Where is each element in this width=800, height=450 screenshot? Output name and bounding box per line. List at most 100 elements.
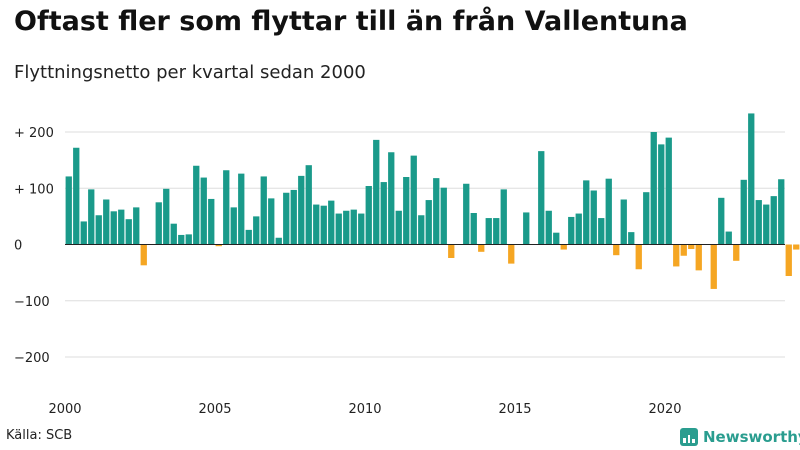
bar bbox=[688, 244, 695, 249]
bar bbox=[650, 132, 657, 245]
bar bbox=[605, 178, 612, 245]
chart-subtitle: Flyttningsnetto per kvartal sedan 2000 bbox=[14, 62, 366, 83]
bar bbox=[245, 229, 252, 245]
y-tick-label: + 100 bbox=[14, 182, 54, 197]
bar bbox=[215, 244, 222, 247]
bar bbox=[73, 147, 80, 245]
bar bbox=[170, 223, 177, 245]
bar bbox=[395, 210, 402, 245]
x-tick-label: 2015 bbox=[498, 402, 531, 417]
bar bbox=[223, 170, 230, 245]
bar bbox=[785, 244, 792, 276]
bar bbox=[433, 178, 440, 245]
bar bbox=[298, 175, 305, 245]
bar bbox=[418, 215, 425, 245]
y-tick-label: −200 bbox=[14, 351, 50, 366]
bar bbox=[763, 204, 770, 245]
bar-chart-icon bbox=[680, 428, 698, 446]
bar bbox=[335, 213, 342, 245]
bar bbox=[718, 197, 725, 245]
x-tick-label: 2000 bbox=[48, 402, 81, 417]
bar bbox=[230, 207, 237, 245]
bar bbox=[238, 173, 245, 245]
bar bbox=[358, 213, 365, 245]
bar bbox=[733, 244, 740, 261]
bar bbox=[680, 244, 687, 256]
bar bbox=[598, 218, 605, 245]
bar bbox=[178, 234, 185, 245]
bar bbox=[110, 211, 117, 245]
bar bbox=[200, 177, 207, 245]
bar bbox=[313, 204, 320, 245]
bar bbox=[485, 218, 492, 245]
x-tick-label: 2020 bbox=[648, 402, 681, 417]
bar bbox=[755, 200, 762, 245]
bar bbox=[350, 209, 357, 245]
bar bbox=[635, 244, 642, 270]
y-tick-label: + 200 bbox=[14, 126, 54, 141]
bar bbox=[320, 205, 327, 245]
bar bbox=[583, 180, 590, 245]
bar bbox=[365, 186, 372, 245]
bar bbox=[553, 232, 560, 245]
bar bbox=[380, 182, 387, 245]
bar bbox=[590, 190, 597, 245]
bar bbox=[725, 231, 732, 245]
bar bbox=[523, 212, 530, 245]
bar bbox=[343, 210, 350, 245]
chart-title: Oftast fler som flyttar till än från Val… bbox=[14, 6, 688, 37]
x-tick-label: 2010 bbox=[348, 402, 381, 417]
bar bbox=[493, 218, 500, 245]
bar bbox=[305, 165, 312, 245]
newsworthy-logo: Newsworthy bbox=[680, 428, 800, 446]
bar bbox=[470, 213, 477, 245]
y-tick-label: −100 bbox=[14, 295, 50, 310]
bar bbox=[665, 137, 672, 245]
bar bbox=[118, 209, 125, 245]
bar bbox=[403, 177, 410, 245]
bar bbox=[193, 165, 200, 245]
bar bbox=[80, 221, 87, 245]
bar bbox=[268, 198, 275, 245]
bar bbox=[448, 244, 455, 258]
bar bbox=[568, 216, 575, 245]
bar bbox=[538, 151, 545, 245]
bar bbox=[290, 189, 297, 245]
bar bbox=[748, 113, 755, 245]
bar bbox=[125, 219, 132, 245]
bar bbox=[185, 234, 192, 245]
bar bbox=[373, 139, 380, 245]
bar bbox=[658, 144, 665, 245]
bar bbox=[208, 198, 215, 245]
bar bbox=[440, 187, 447, 245]
bar bbox=[163, 188, 170, 245]
bar bbox=[65, 176, 72, 245]
bar bbox=[560, 244, 567, 250]
bar bbox=[778, 179, 785, 245]
bar bbox=[463, 183, 470, 245]
bar bbox=[545, 210, 552, 245]
bar bbox=[710, 244, 717, 289]
bar bbox=[478, 244, 485, 252]
bar bbox=[695, 244, 702, 271]
bar bbox=[673, 244, 680, 267]
bar bbox=[155, 202, 162, 245]
y-tick-label: 0 bbox=[14, 239, 22, 254]
bar bbox=[88, 189, 95, 245]
source-note: Källa: SCB bbox=[6, 428, 73, 443]
bar bbox=[328, 200, 335, 245]
brand-name: Newsworthy bbox=[703, 428, 800, 446]
bar bbox=[275, 237, 282, 245]
bar bbox=[140, 244, 147, 266]
bar bbox=[103, 199, 110, 245]
bar bbox=[575, 213, 582, 245]
bar bbox=[410, 155, 417, 245]
bar bbox=[613, 244, 620, 256]
bar-chart: + 200 + 100 0 −100 −200 2000 2005 2010 2015 2020 bbox=[14, 113, 800, 417]
bar bbox=[770, 196, 777, 245]
bar bbox=[740, 179, 747, 245]
bar bbox=[95, 215, 102, 245]
bar bbox=[283, 192, 290, 245]
bar bbox=[793, 244, 800, 250]
bar bbox=[388, 152, 395, 245]
